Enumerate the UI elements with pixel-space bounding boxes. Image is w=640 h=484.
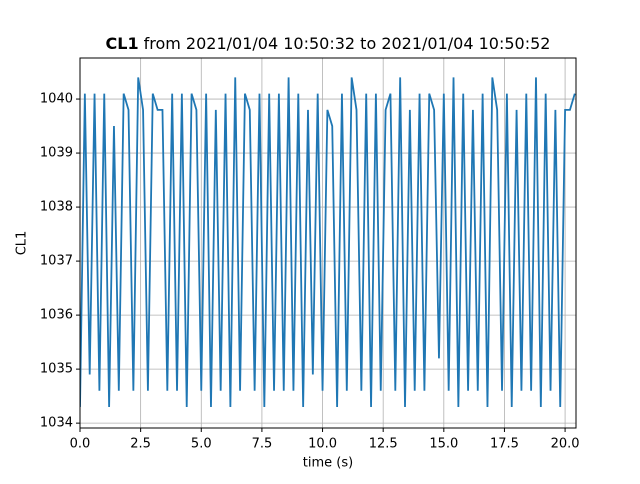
- x-tick-label: 20.0: [551, 437, 580, 452]
- data-line: [80, 77, 576, 407]
- x-tick-label: 7.5: [252, 437, 273, 452]
- x-tick-label: 10.0: [308, 437, 337, 452]
- y-tick-label: 1037: [40, 254, 73, 269]
- y-tick-label: 1039: [40, 146, 73, 161]
- y-tick-label: 1035: [40, 362, 73, 377]
- x-tick-label: 12.5: [369, 437, 398, 452]
- x-tick-label: 15.0: [429, 437, 458, 452]
- chart-title: CL1 from 2021/01/04 10:50:32 to 2021/01/0…: [106, 34, 551, 53]
- x-axis-label: time (s): [303, 456, 353, 471]
- plot-frame: [79, 57, 577, 429]
- title-bold: CL1: [106, 34, 139, 53]
- title-rest: from 2021/01/04 10:50:32 to 2021/01/04 1…: [144, 34, 551, 53]
- x-tick-label: 2.5: [130, 437, 151, 452]
- y-axis-label: CL1: [15, 231, 30, 256]
- x-tick-label: 0.0: [70, 437, 91, 452]
- y-tick-label: 1040: [40, 92, 73, 107]
- x-tick-label: 17.5: [490, 437, 519, 452]
- y-tick-label: 1036: [40, 308, 73, 323]
- y-tick-label: 1038: [40, 200, 73, 215]
- y-tick-label: 1034: [40, 416, 73, 431]
- x-tick-label: 5.0: [191, 437, 212, 452]
